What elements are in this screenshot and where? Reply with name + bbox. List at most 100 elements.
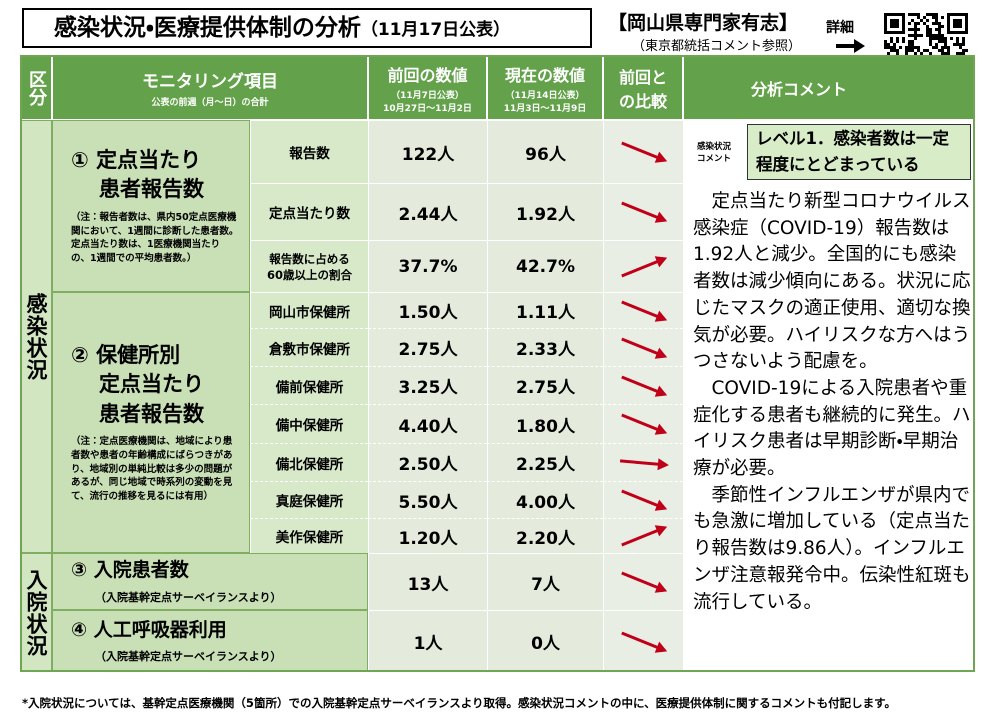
header-compare: 前回と の比較 [603, 55, 683, 120]
row-name: 真庭保健所 [250, 481, 368, 518]
row-name: 岡山市保健所 [250, 292, 368, 328]
current-cell: 7人 [487, 553, 603, 610]
item-label: ② 保健所別定点当たり患者報告数 （注：定点医療機関は、地域により患者数や患者の年… [52, 292, 250, 553]
header-current: 現在の数値 （11月14日公表） 11月3日～11月9日 [487, 55, 603, 120]
previous-value: 3.25人 [398, 378, 458, 398]
compare-arrow [620, 300, 667, 322]
item-title: 定点当たり [99, 372, 204, 397]
previous-cell: 2.44人 [368, 183, 487, 240]
current-value: 0人 [531, 634, 560, 654]
row-name-text: 報告数に占める [269, 251, 350, 266]
detail: 詳細 [826, 20, 854, 36]
source: 【岡山県専門家有志】 [608, 12, 799, 34]
row-name-text: 定点当たり数 [269, 206, 350, 222]
current-cell: 42.7% [487, 240, 603, 292]
current-value: 4.00人 [516, 492, 575, 513]
compare-arrow [620, 525, 667, 547]
previous-value: 1人 [413, 634, 443, 654]
previous-cell: 1.20人 [368, 518, 487, 553]
previous-value: 1.20人 [398, 528, 458, 549]
header-text: 区分 [26, 69, 47, 106]
row-name-text: 倉敷市保健所 [269, 341, 350, 358]
comment-paragraph: 季節性インフルエンザが県内でも急激に増加している（定点当たり報告数は9.86人）… [693, 484, 971, 613]
row-name: 備前保健所 [250, 366, 368, 404]
compare-cell [603, 518, 683, 553]
previous-value: 122人 [401, 144, 455, 165]
current-cell: 0人 [487, 610, 603, 672]
current-cell: 1.80人 [487, 404, 603, 443]
row-name-text: 岡山市保健所 [269, 304, 350, 321]
header-text: 前回と [618, 67, 667, 87]
source-note: （東京都統括コメント参照） [632, 39, 802, 54]
current-value: 96人 [525, 144, 566, 165]
current-cell: 96人 [487, 120, 603, 183]
previous-value: 13人 [407, 574, 449, 595]
title: 感染状況・医療提供体制の分析 [54, 15, 361, 41]
item-note: （入院基幹定点サーベイランスより） [95, 650, 282, 664]
compare-arrow [620, 631, 667, 653]
header-item: モニタリング項目 公表の前週（月～日）の合計 [52, 55, 368, 120]
category-cell: 感染状況 [20, 120, 52, 553]
item-label: ③ 入院患者数 （入院基幹定点サーベイランスより） [52, 553, 368, 610]
previous-cell: 5.50人 [368, 481, 487, 518]
item-title: 患者報告数 [99, 401, 204, 426]
comment-paragraph: COVID-19による入院患者や重症化する患者も継続的に発生。ハイリスク患者は早… [693, 377, 971, 480]
row-name-text: 備前保健所 [275, 379, 344, 396]
row-name: 美作保健所 [250, 518, 368, 553]
category: 入院状況 [24, 568, 48, 657]
compare-arrow [620, 489, 667, 511]
row-name-text: 備北保健所 [275, 456, 344, 473]
current-value: 2.33人 [516, 340, 575, 360]
item-title: ① 定点当たり [71, 148, 202, 173]
row-name: 倉敷市保健所 [250, 328, 368, 366]
current-value: 1.80人 [516, 416, 575, 437]
previous-cell: 4.40人 [368, 404, 487, 443]
row-name: 備北保健所 [250, 443, 368, 481]
item-label: ① 定点当たり 患者報告数 （注：報告者数は、県内50定点医療機関において、1週間に… [52, 120, 250, 292]
detail-arrow [836, 39, 865, 53]
current-value: 1.92人 [516, 204, 575, 225]
header-note: （11月14日公表） [505, 90, 585, 101]
previous-cell: 2.50人 [368, 443, 487, 481]
current-value: 42.7% [516, 256, 575, 277]
item-note: （入院基幹定点サーベイランスより） [95, 590, 282, 604]
previous-cell: 37.7% [368, 240, 487, 292]
item-note: （注：定点医療機関は、地域により患者数や患者の年齢構成にばらつきがあり、地域別の… [71, 436, 233, 503]
compare-cell [603, 366, 683, 404]
previous-value: 2.44人 [398, 204, 458, 225]
previous-cell: 13人 [368, 553, 487, 610]
current-cell: 4.00人 [487, 481, 603, 518]
row-name: 備中保健所 [250, 404, 368, 443]
compare-cell [603, 328, 683, 366]
previous-value: 37.7% [398, 256, 458, 277]
category: 感染状況 [24, 292, 48, 381]
current-value: 2.75人 [516, 378, 575, 398]
comment-paragraph: 定点当たり新型コロナウイルス感染症（COVID-19）報告数は1.92人と減少。… [693, 191, 971, 373]
compare-cell [603, 240, 683, 292]
previous-value: 5.50人 [398, 492, 458, 513]
header-text: の比較 [618, 91, 667, 111]
row-name-text: 真庭保健所 [275, 494, 344, 510]
item-label: ④ 人工呼吸器利用 （入院基幹定点サーベイランスより） [52, 610, 368, 672]
compare-arrow [620, 255, 667, 277]
compare-cell [603, 292, 683, 328]
compare-arrow [620, 375, 667, 397]
compare-cell [603, 404, 683, 443]
row-name: 定点当たり数 [250, 183, 368, 240]
compare-cell [603, 481, 683, 518]
header-note: 10月27日～11月2日 [383, 103, 472, 114]
item-title: ② 保健所別 [71, 343, 181, 367]
comment-level-text: レベル1．感染者数は一定程度にとどまっている [756, 128, 949, 174]
item-title: 患者報告数 [99, 177, 204, 202]
current-cell: 1.92人 [487, 183, 603, 240]
title-box: 感染状況・医療提供体制の分析（11月17日公表） [22, 8, 592, 48]
header-text: モニタリング項目 [142, 72, 278, 92]
compare-cell [603, 120, 683, 183]
header-comment: 分析コメント [683, 55, 975, 120]
previous-cell: 122人 [368, 120, 487, 183]
current-value: 7人 [531, 574, 560, 595]
comment-level: レベル1．感染者数は一定程度にとどまっている [747, 124, 971, 180]
comment-label-text: 感染状況 [696, 141, 731, 152]
item-title: ④ 人工呼吸器利用 [71, 618, 227, 641]
